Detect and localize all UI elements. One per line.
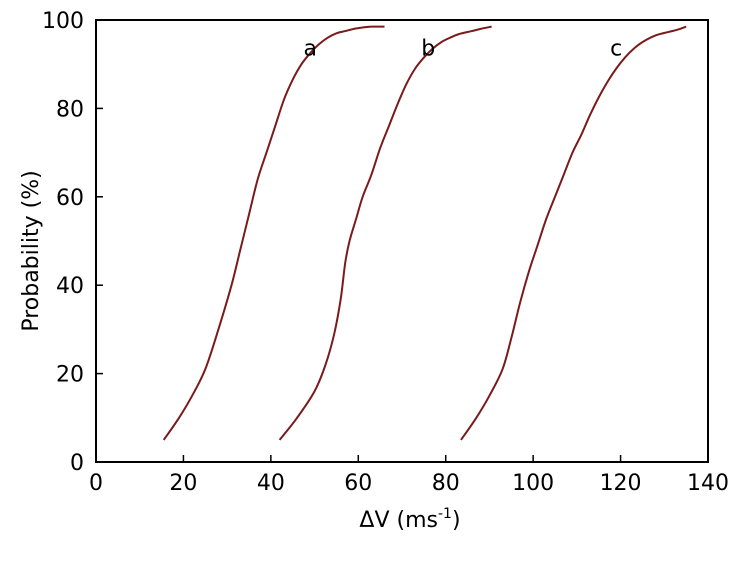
y-tick-label: 40 <box>56 274 84 299</box>
y-tick-label: 20 <box>56 363 84 388</box>
series-label-a: a <box>303 36 316 61</box>
series-label-c: c <box>610 36 622 61</box>
series-line-c <box>460 25 687 441</box>
y-tick-label: 80 <box>56 97 84 122</box>
series-group: a b c <box>162 25 687 441</box>
x-tick-label: 40 <box>257 471 285 496</box>
x-tick-label: 120 <box>600 471 642 496</box>
x-axis-label-superscript: -1 <box>438 506 452 522</box>
series-line-a <box>162 25 385 441</box>
series-line-b <box>278 25 492 441</box>
y-axis-label: Probability (%) <box>19 170 44 331</box>
x-tick-label: 80 <box>432 471 460 496</box>
axis-ticks: 0 20 40 60 80 100 120 140 0 20 40 60 80 100 <box>42 9 729 496</box>
plot-frame <box>95 19 709 463</box>
x-tick-label: 100 <box>512 471 554 496</box>
x-tick-label: 140 <box>687 471 729 496</box>
x-axis-label-close: ) <box>452 508 461 533</box>
series-label-b: b <box>421 36 435 61</box>
x-tick-label: 0 <box>89 471 103 496</box>
x-axis-label-main: ΔV (ms <box>359 508 438 533</box>
x-tick-label: 60 <box>344 471 372 496</box>
x-axis-label: ΔV (ms-1) <box>359 506 460 533</box>
y-tick-label: 60 <box>56 186 84 211</box>
y-tick-label: 100 <box>42 9 84 34</box>
y-tick-label: 0 <box>70 451 84 476</box>
x-tick-label: 20 <box>169 471 197 496</box>
